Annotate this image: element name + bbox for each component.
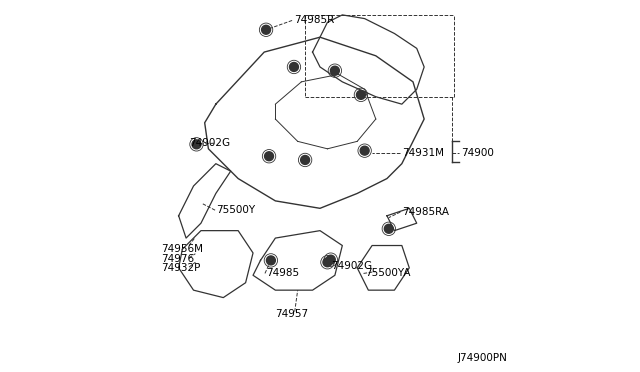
Text: 74902G: 74902G	[331, 261, 372, 271]
Circle shape	[192, 140, 201, 149]
Circle shape	[262, 25, 271, 34]
Text: 74985RA: 74985RA	[402, 207, 449, 217]
Text: 74932P: 74932P	[161, 263, 200, 273]
Text: 74976: 74976	[161, 254, 194, 263]
Circle shape	[301, 155, 310, 164]
Circle shape	[330, 66, 339, 75]
Text: 75500YA: 75500YA	[365, 269, 410, 278]
Text: 74931M: 74931M	[402, 148, 444, 157]
Circle shape	[360, 146, 369, 155]
Circle shape	[264, 152, 273, 161]
Text: J74900PN: J74900PN	[458, 353, 508, 363]
Circle shape	[323, 258, 332, 267]
Text: 74902G: 74902G	[189, 138, 230, 148]
Circle shape	[266, 256, 275, 265]
Circle shape	[326, 255, 335, 264]
Text: 74985: 74985	[266, 269, 299, 278]
Text: 74900: 74900	[461, 148, 494, 157]
Text: 74956M: 74956M	[161, 244, 203, 254]
Circle shape	[289, 62, 298, 71]
Circle shape	[356, 90, 365, 99]
Text: 75500Y: 75500Y	[216, 205, 256, 215]
Text: 74957: 74957	[275, 310, 308, 319]
Circle shape	[385, 224, 394, 233]
Text: 74985R: 74985R	[294, 16, 334, 25]
